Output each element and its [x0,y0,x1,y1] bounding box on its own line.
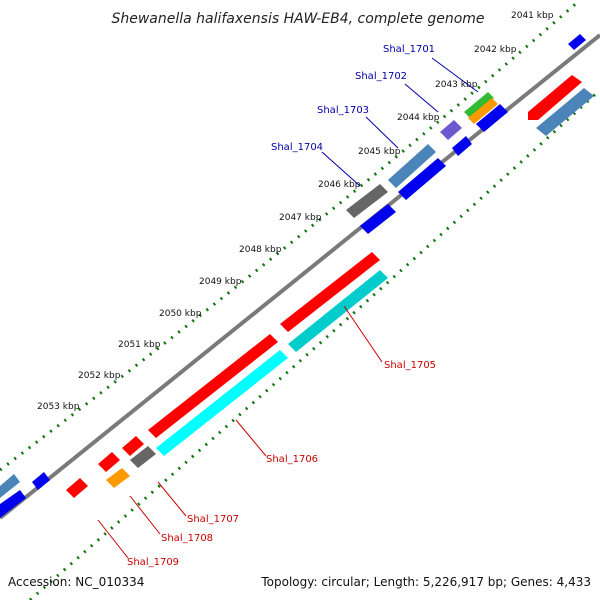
kbp-label: 2049 kbp [199,277,242,287]
kbp-label: 2046 kbp [318,180,361,190]
map-title: Shewanella halifaxensis HAW-EB4, complet… [111,11,484,27]
forward-genes [0,34,594,518]
gene-feature[interactable] [452,136,472,156]
gene-label[interactable]: Shal_1703 [317,105,369,116]
kbp-label: 2048 kbp [239,245,282,255]
gene-feature[interactable] [288,270,388,352]
gene-feature[interactable] [440,120,462,140]
gene-feature[interactable] [156,350,288,456]
genome-backbone [0,33,600,520]
gene-label[interactable]: Shal_1706 [266,454,318,465]
kbp-label: 2047 kbp [279,213,322,223]
gene-labels-bottom: Shal_1705 Shal_1706 Shal_1707 Shal_1708 … [127,360,436,568]
accession-text: Accession: NC_010334 [8,575,144,589]
gene-feature[interactable] [106,468,130,488]
gene-feature[interactable] [568,34,586,50]
gene-label[interactable]: Shal_1704 [271,142,323,153]
kbp-label: 2042 kbp [474,45,517,55]
gene-label[interactable]: Shal_1705 [384,360,436,371]
gene-feature[interactable] [0,474,20,498]
gene-feature[interactable] [148,334,278,438]
gene-label[interactable]: Shal_1709 [127,557,179,568]
gene-feature[interactable] [130,446,156,468]
gene-feature[interactable] [464,92,494,118]
gene-feature[interactable] [32,472,50,490]
kbp-label: 2052 kbp [78,371,121,381]
kbp-label: 2051 kbp [118,340,161,350]
gene-feature[interactable] [346,184,388,218]
reverse-genes [106,270,388,488]
gene-feature[interactable] [122,436,144,456]
gene-feature[interactable] [98,452,120,472]
gene-feature[interactable] [280,252,380,332]
gene-feature[interactable] [398,158,446,200]
kbp-label: 2041 kbp [511,11,554,21]
kbp-label: 2043 kbp [435,80,478,90]
gene-feature[interactable] [536,88,594,136]
bottom-leader-lines [97,305,383,559]
gene-feature[interactable] [66,478,88,498]
kbp-label: 2044 kbp [397,113,440,123]
outer-tick-ring [0,0,581,472]
gene-label[interactable]: Shal_1702 [355,71,407,82]
kbp-label: 2053 kbp [37,402,80,412]
gene-feature[interactable] [528,75,582,120]
kbp-label: 2050 kbp [159,309,202,319]
gene-feature[interactable] [0,490,26,518]
gene-label[interactable]: Shal_1708 [161,533,213,544]
gene-feature[interactable] [388,144,436,188]
inner-tick-ring [29,88,600,600]
gene-feature[interactable] [468,98,498,124]
kbp-labels: 2041 kbp 2042 kbp 2043 kbp 2044 kbp 2045… [37,11,554,412]
topology-text: Topology: circular; Length: 5,226,917 bp… [260,575,591,589]
gene-label[interactable]: Shal_1707 [187,514,239,525]
gene-labels-top: Shal_1701 Shal_1702 Shal_1703 Shal_1704 [271,44,435,153]
top-leader-lines [321,57,479,187]
kbp-label: 2045 kbp [358,147,401,157]
gene-feature[interactable] [360,204,396,234]
gene-feature[interactable] [476,104,508,132]
gene-label[interactable]: Shal_1701 [383,44,435,55]
